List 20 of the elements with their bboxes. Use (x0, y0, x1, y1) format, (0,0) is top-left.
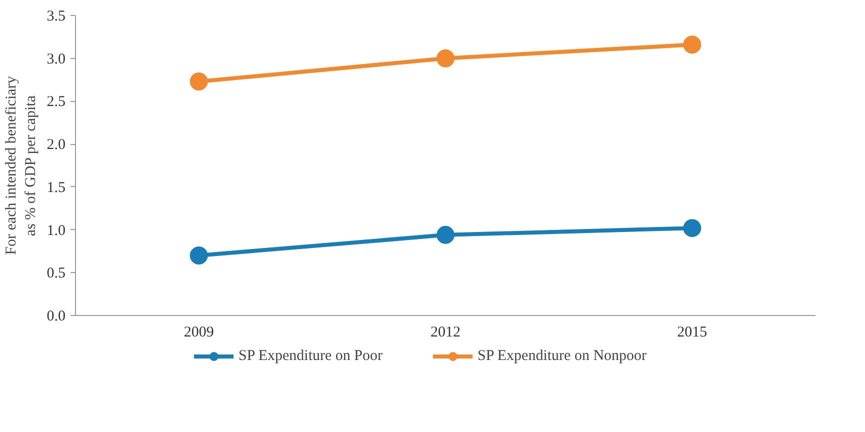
y-tick-label: 1.5 (46, 180, 66, 196)
y-tick-label: 0.0 (46, 308, 66, 324)
x-tick-label: 2015 (677, 324, 708, 340)
point (436, 49, 454, 68)
legend-label: SP Expenditure on Nonpoor (478, 348, 647, 364)
y-tick-label: 0.5 (46, 266, 66, 282)
y-axis-title: For each intended beneficiary as % of GDP per capita (4, 76, 39, 255)
x-tick-label: 2012 (430, 324, 460, 340)
point (190, 246, 208, 264)
point (190, 72, 208, 90)
x-tick-label: 2009 (184, 324, 214, 340)
legend-label: SP Expenditure on Poor (238, 348, 383, 364)
point (683, 219, 702, 238)
y-tick-label: 1.0 (46, 222, 66, 239)
y-tick-label: 3.0 (46, 51, 66, 68)
point (436, 226, 454, 244)
y-tick-label: 3.5 (46, 8, 66, 24)
y-tick-label: 2.0 (46, 137, 66, 154)
point (683, 36, 702, 54)
y-tick-label: 2.5 (46, 94, 66, 110)
